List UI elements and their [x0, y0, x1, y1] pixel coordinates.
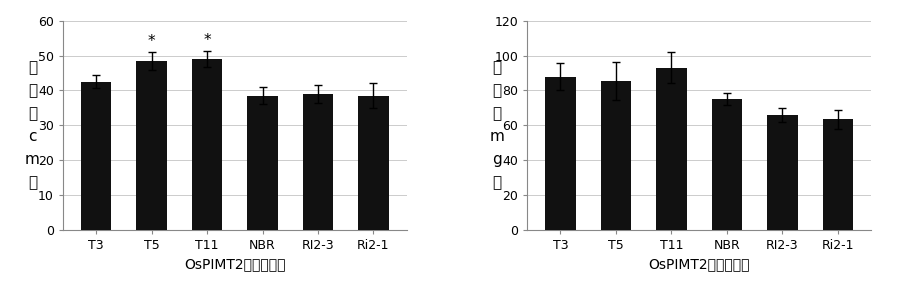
Text: 株: 株	[28, 60, 37, 75]
Text: （: （	[492, 106, 501, 121]
Bar	[656, 68, 687, 230]
Bar	[136, 61, 167, 230]
Bar	[823, 119, 853, 230]
Text: m: m	[25, 153, 40, 168]
Bar	[303, 94, 333, 230]
Text: （: （	[28, 106, 37, 121]
Bar	[601, 81, 631, 230]
Text: ）: ）	[492, 176, 501, 191]
Text: ）: ）	[28, 176, 37, 191]
Bar	[358, 96, 389, 230]
Text: *: *	[148, 34, 155, 49]
Text: m: m	[489, 130, 504, 144]
Bar	[247, 96, 277, 230]
Bar	[545, 76, 576, 230]
Text: 干: 干	[492, 60, 501, 75]
Bar	[81, 82, 111, 230]
X-axis label: OsPIMT2转基因株系: OsPIMT2转基因株系	[184, 258, 286, 272]
Text: 重: 重	[492, 83, 501, 98]
Text: *: *	[203, 33, 211, 48]
Text: 高: 高	[28, 83, 37, 98]
Text: c: c	[28, 130, 37, 144]
X-axis label: OsPIMT2转基因株系: OsPIMT2转基因株系	[648, 258, 750, 272]
Text: g: g	[492, 153, 501, 168]
Bar	[767, 115, 797, 230]
Bar	[192, 59, 223, 230]
Bar	[711, 99, 742, 230]
